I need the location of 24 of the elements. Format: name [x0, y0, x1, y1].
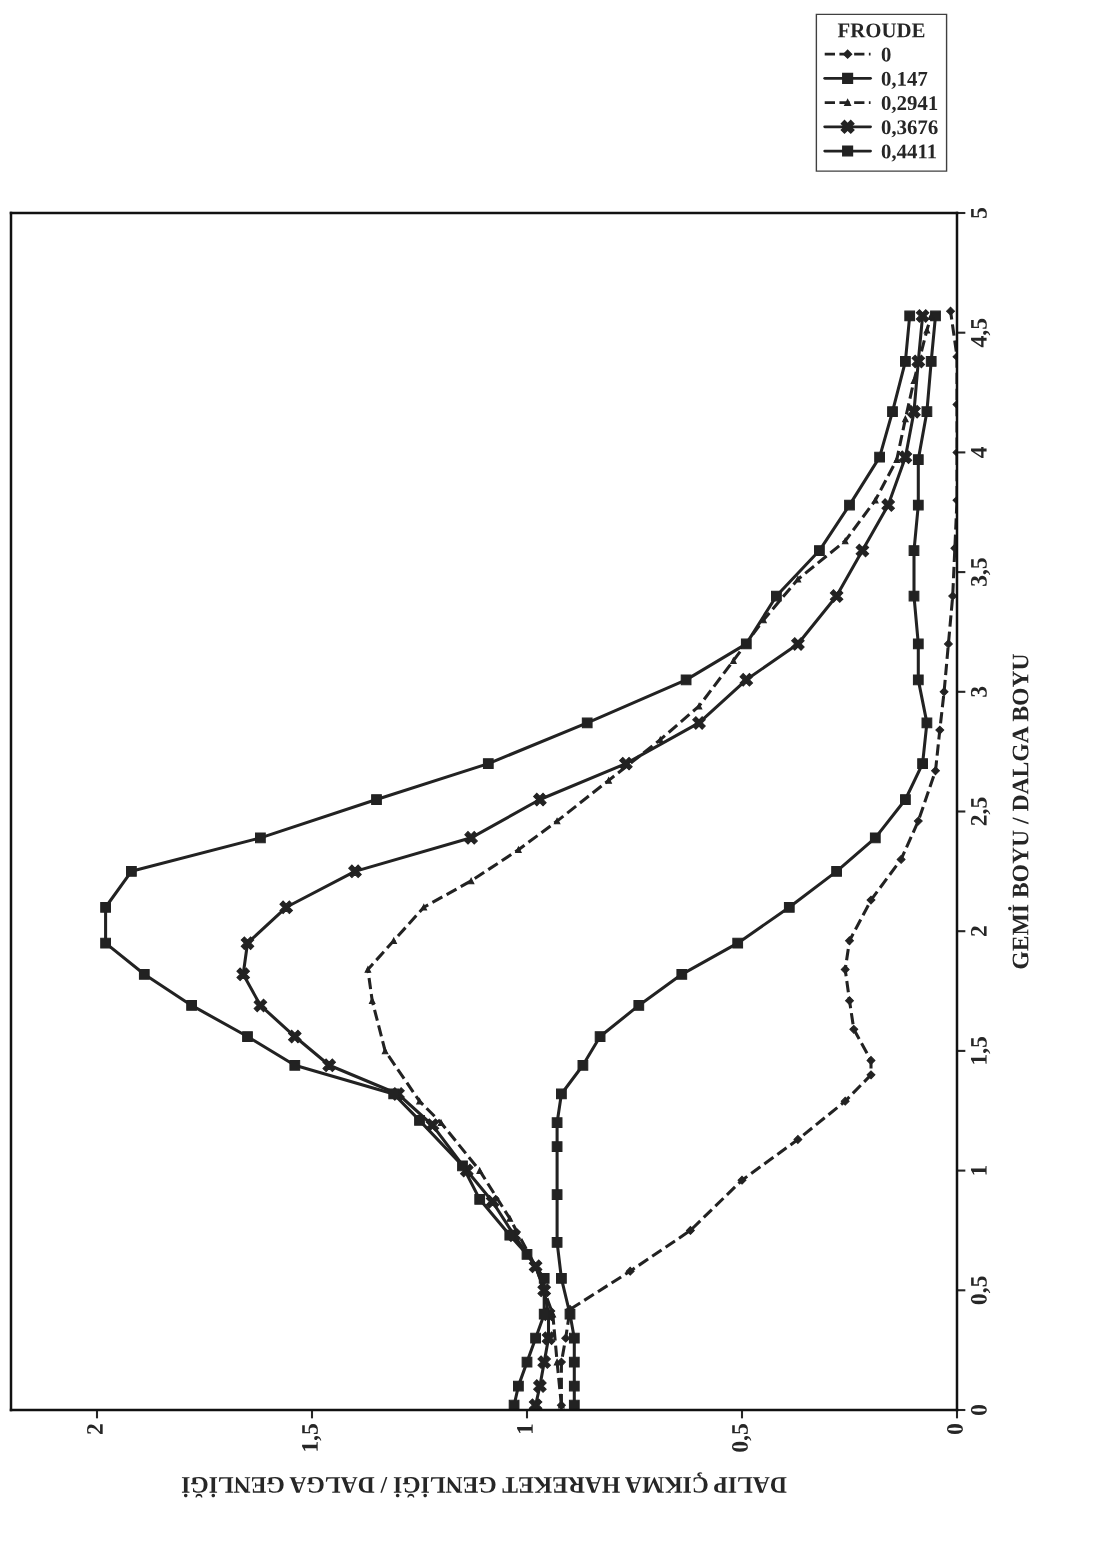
y-tick-label: 1,5	[970, 1037, 991, 1064]
y-tick-label: 1	[970, 1165, 987, 1175]
legend-label: 0,2941	[881, 96, 938, 114]
legend-title: FROUDE	[837, 23, 925, 38]
y-axis-title: GEMİ BOYU / DALGA BOYU	[1008, 654, 1029, 969]
x-tick-label: 1,5	[302, 1424, 322, 1451]
legend-label: 0	[881, 47, 891, 62]
legend-label: 0,147	[881, 71, 928, 89]
y-tick-label: 0	[970, 1405, 987, 1415]
y-tick-label: 2,5	[970, 797, 991, 826]
y-tick-label: 4,5	[971, 318, 991, 348]
y-tick-label: 5	[971, 207, 987, 218]
x-tick-label: 2	[87, 1424, 103, 1435]
y-tick-label: 0,5	[970, 1276, 991, 1305]
legend-label: 0,4411	[881, 144, 937, 162]
x-tick-label: 0	[946, 1424, 963, 1435]
x-tick-label: 0,5	[731, 1424, 752, 1452]
y-tick-label: 3	[970, 686, 987, 697]
y-tick-label: 2	[970, 926, 987, 937]
x-tick-label: 1	[517, 1424, 533, 1434]
x-axis-title: DALIP ÇIKMA HAREKET GENLİĞİ / DALGA GENLİĞİ	[181, 1472, 787, 1498]
legend-label: 0,3676	[881, 120, 938, 138]
y-tick-label: 4	[971, 446, 987, 458]
y-tick-label: 3,5	[970, 558, 991, 586]
